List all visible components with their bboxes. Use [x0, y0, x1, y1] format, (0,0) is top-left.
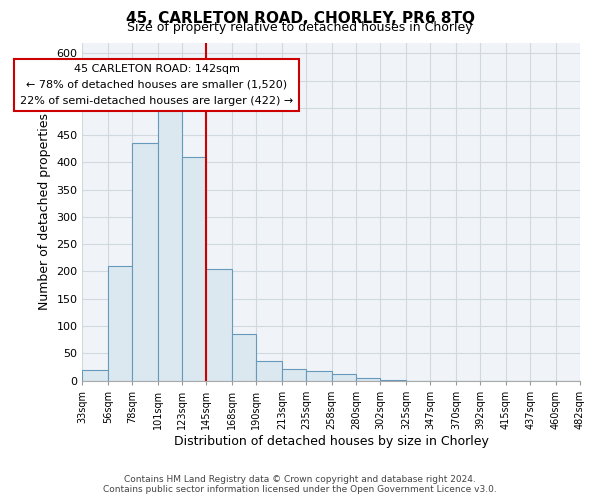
Bar [332, 374, 356, 380]
Bar [256, 362, 282, 380]
Bar [82, 370, 108, 380]
Bar [206, 269, 232, 380]
Bar [182, 157, 206, 380]
Text: Contains HM Land Registry data © Crown copyright and database right 2024.
Contai: Contains HM Land Registry data © Crown c… [103, 474, 497, 494]
Bar [158, 108, 182, 380]
Text: 45 CARLETON ROAD: 142sqm
← 78% of detached houses are smaller (1,520)
22% of sem: 45 CARLETON ROAD: 142sqm ← 78% of detach… [20, 64, 293, 106]
Text: 45, CARLETON ROAD, CHORLEY, PR6 8TQ: 45, CARLETON ROAD, CHORLEY, PR6 8TQ [125, 11, 475, 26]
Text: Size of property relative to detached houses in Chorley: Size of property relative to detached ho… [127, 21, 473, 34]
Bar [232, 334, 256, 380]
Bar [356, 378, 380, 380]
Y-axis label: Number of detached properties: Number of detached properties [38, 113, 50, 310]
Bar [108, 266, 132, 380]
Bar [306, 370, 332, 380]
Bar [132, 144, 158, 380]
Bar [282, 368, 306, 380]
X-axis label: Distribution of detached houses by size in Chorley: Distribution of detached houses by size … [173, 434, 488, 448]
